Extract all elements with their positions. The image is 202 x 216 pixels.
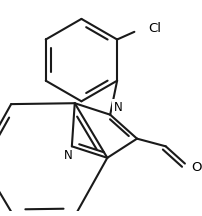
Text: N: N [114,100,122,114]
Text: O: O [192,161,202,174]
Text: Cl: Cl [148,22,161,35]
Text: N: N [64,149,72,162]
